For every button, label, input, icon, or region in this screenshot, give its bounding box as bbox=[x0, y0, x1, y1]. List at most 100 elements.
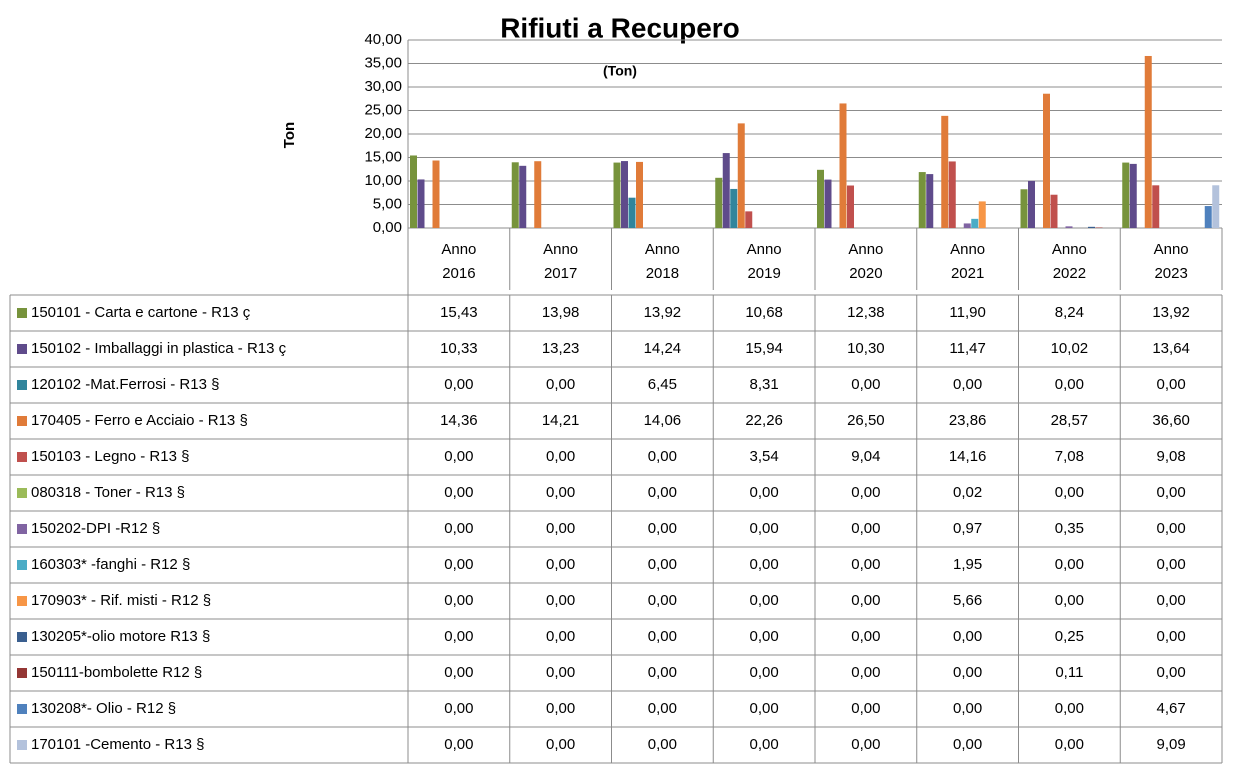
bar bbox=[839, 103, 847, 228]
value-label: 0,00 bbox=[648, 628, 677, 645]
value-label: 0,11 bbox=[1055, 664, 1083, 681]
value-label: 0,00 bbox=[851, 628, 880, 645]
value-label: 0,02 bbox=[953, 484, 982, 501]
bar bbox=[621, 161, 628, 228]
value-label: 0,00 bbox=[851, 700, 880, 717]
value-label: 0,00 bbox=[750, 664, 779, 681]
value-label: 0,00 bbox=[648, 664, 677, 681]
value-label: 14,06 bbox=[644, 412, 682, 429]
x-tick-label: Anno 2020 bbox=[848, 241, 883, 282]
value-label: 10,30 bbox=[847, 340, 885, 357]
value-label: 5,66 bbox=[953, 592, 982, 609]
bar bbox=[1129, 163, 1137, 228]
value-label: 0,00 bbox=[546, 736, 575, 753]
legend-label: 130208*- Olio - R12 § bbox=[31, 700, 176, 717]
value-label: 0,00 bbox=[444, 556, 473, 573]
x-tick-label: Anno 2016 bbox=[441, 241, 476, 282]
bar bbox=[1065, 226, 1073, 228]
legend-label: 150101 - Carta e cartone - R13 ç bbox=[31, 304, 251, 321]
bar bbox=[628, 197, 636, 228]
bar bbox=[417, 179, 425, 228]
bar bbox=[1144, 55, 1152, 229]
value-label: 0,00 bbox=[648, 556, 677, 573]
value-label: 13,92 bbox=[1152, 304, 1190, 321]
value-label: 28,57 bbox=[1051, 412, 1089, 429]
value-label: 0,00 bbox=[1157, 592, 1186, 609]
y-tick-label: 20,00 bbox=[364, 125, 402, 142]
bar bbox=[745, 211, 753, 228]
value-label: 0,00 bbox=[851, 520, 880, 537]
y-tick-label: 40,00 bbox=[364, 31, 402, 48]
value-label: 11,90 bbox=[949, 304, 985, 321]
value-label: 0,00 bbox=[444, 592, 473, 609]
value-label: 0,00 bbox=[1055, 484, 1084, 501]
legend-swatch bbox=[17, 308, 27, 318]
value-label: 13,92 bbox=[644, 304, 682, 321]
value-label: 0,00 bbox=[750, 520, 779, 537]
value-label: 0,00 bbox=[546, 592, 575, 609]
x-tick-label: Anno 2018 bbox=[645, 241, 680, 282]
bar bbox=[722, 153, 730, 228]
x-tick-label: Anno 2022 bbox=[1052, 241, 1087, 282]
bar bbox=[978, 201, 986, 228]
value-label: 15,94 bbox=[745, 340, 783, 357]
y-tick-label: 0,00 bbox=[373, 219, 402, 236]
bar bbox=[1152, 185, 1160, 228]
x-tick-label: Anno 2023 bbox=[1154, 241, 1189, 282]
value-label: 0,00 bbox=[953, 736, 982, 753]
legend-label: 170101 -Cemento - R13 § bbox=[31, 736, 204, 753]
legend-swatch bbox=[17, 632, 27, 642]
bar bbox=[971, 218, 979, 228]
value-label: 0,00 bbox=[444, 736, 473, 753]
value-label: 0,00 bbox=[953, 664, 982, 681]
bar bbox=[519, 165, 527, 228]
value-label: 0,00 bbox=[546, 664, 575, 681]
value-label: 0,00 bbox=[546, 628, 575, 645]
value-label: 0,00 bbox=[444, 628, 473, 645]
value-label: 0,00 bbox=[750, 736, 779, 753]
value-label: 0,00 bbox=[546, 520, 575, 537]
y-tick-label: 15,00 bbox=[364, 148, 402, 165]
bar bbox=[1088, 226, 1095, 228]
value-label: 36,60 bbox=[1152, 412, 1190, 429]
bar bbox=[1028, 180, 1035, 228]
legend-label: 130205*-olio motore R13 § bbox=[31, 628, 210, 645]
y-tick-label: 30,00 bbox=[364, 78, 402, 95]
value-label: 0,00 bbox=[1157, 484, 1186, 501]
value-label: 11,47 bbox=[949, 340, 985, 357]
legend-label: 160303* -fanghi - R12 § bbox=[31, 556, 190, 573]
value-label: 0,00 bbox=[750, 556, 779, 573]
legend-swatch bbox=[17, 560, 27, 570]
bar bbox=[948, 161, 956, 228]
value-label: 10,02 bbox=[1051, 340, 1089, 357]
legend-swatch bbox=[17, 344, 27, 354]
value-label: 0,00 bbox=[444, 376, 473, 393]
value-label: 12,38 bbox=[847, 304, 885, 321]
value-label: 10,68 bbox=[745, 304, 783, 321]
bar bbox=[1204, 206, 1212, 228]
bar bbox=[963, 223, 971, 228]
y-axis-label: Ton bbox=[281, 122, 298, 148]
value-label: 13,23 bbox=[542, 340, 580, 357]
legend-swatch bbox=[17, 668, 27, 678]
value-label: 0,25 bbox=[1055, 628, 1084, 645]
legend-swatch bbox=[17, 452, 27, 462]
x-tick-label: Anno 2021 bbox=[950, 241, 985, 282]
value-label: 0,00 bbox=[851, 484, 880, 501]
legend-label: 150102 - Imballaggi in plastica - R13 ç bbox=[31, 340, 287, 357]
value-label: 0,35 bbox=[1055, 520, 1084, 537]
legend-label: 150111-bombolette R12 § bbox=[31, 664, 202, 681]
legend-label: 150103 - Legno - R13 § bbox=[31, 448, 189, 465]
legend-label: 150202-DPI -R12 § bbox=[31, 520, 160, 537]
value-label: 4,67 bbox=[1157, 700, 1186, 717]
y-tick-label: 25,00 bbox=[364, 101, 402, 118]
bar bbox=[1043, 93, 1050, 228]
value-label: 0,00 bbox=[444, 520, 473, 537]
value-label: 0,00 bbox=[648, 448, 677, 465]
value-label: 0,00 bbox=[546, 484, 575, 501]
legend-swatch bbox=[17, 380, 27, 390]
value-label: 0,00 bbox=[851, 376, 880, 393]
value-label: 0,00 bbox=[1055, 376, 1084, 393]
legend-label: 170903* - Rif. misti - R12 § bbox=[31, 592, 211, 609]
value-label: 0,00 bbox=[1157, 556, 1186, 573]
